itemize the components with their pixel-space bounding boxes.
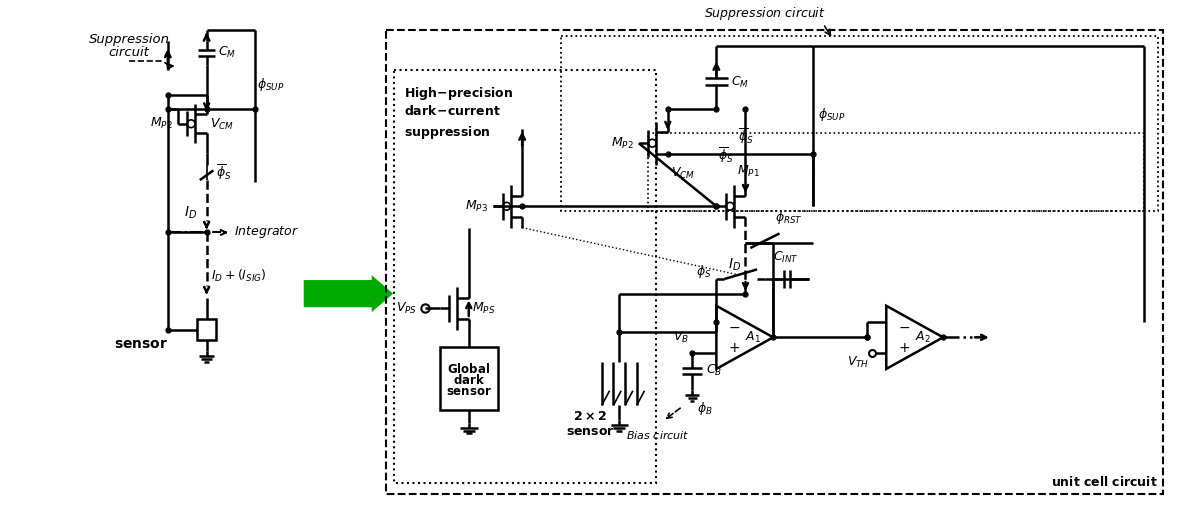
Bar	[387, 30, 1163, 494]
Text: $M_{P2}$: $M_{P2}$	[150, 116, 173, 131]
Text: $\mathbf{suppression}$: $\mathbf{suppression}$	[403, 124, 490, 141]
Text: $-$: $-$	[898, 319, 910, 334]
Text: $\mathbf{unit\ cell\ circuit}$: $\mathbf{unit\ cell\ circuit}$	[1052, 475, 1158, 489]
Text: $\phi_{RST}$: $\phi_{RST}$	[775, 208, 802, 226]
Text: $V_B$: $V_B$	[674, 330, 689, 345]
Text: $Integrator$: $Integrator$	[233, 224, 299, 241]
Text: $+$: $+$	[728, 341, 740, 355]
Bar	[560, 36, 1158, 211]
Text: $I_D$: $I_D$	[183, 205, 196, 221]
Bar	[394, 71, 656, 483]
Text: $\phi_B$: $\phi_B$	[697, 400, 713, 417]
Bar	[196, 319, 217, 340]
Text: $+$: $+$	[898, 341, 910, 355]
Text: $\phi_S$: $\phi_S$	[696, 263, 712, 280]
Text: $\mathbf{2\times 2}$: $\mathbf{2\times 2}$	[574, 410, 607, 423]
Text: $I_D+(I_{SIG})$: $I_D+(I_{SIG})$	[211, 268, 267, 284]
Text: $I_D$: $I_D$	[727, 257, 740, 273]
Text: $\phi_{SUP}$: $\phi_{SUP}$	[819, 106, 846, 123]
Text: $A_1$: $A_1$	[745, 330, 760, 345]
Text: $\mathbf{sensor}$: $\mathbf{sensor}$	[114, 337, 169, 351]
Text: $M_{PS}$: $M_{PS}$	[471, 300, 495, 316]
Text: $\mathbf{High\!-\!precision}$: $\mathbf{High\!-\!precision}$	[403, 85, 513, 102]
Text: $C_M$: $C_M$	[731, 75, 749, 89]
Text: $\overline{\phi}_S$: $\overline{\phi}_S$	[738, 127, 753, 146]
Text: $-$: $-$	[728, 319, 740, 334]
Text: $\overline{\phi}_S$: $\overline{\phi}_S$	[217, 162, 232, 182]
Text: $\mathbf{dark\!-\!current}$: $\mathbf{dark\!-\!current}$	[403, 104, 501, 119]
Bar	[439, 347, 497, 410]
Text: $\mathbf{Global}$: $\mathbf{Global}$	[447, 362, 490, 376]
Text: $M_{P1}$: $M_{P1}$	[737, 164, 759, 179]
Text: $Bias\ circuit$: $Bias\ circuit$	[626, 429, 690, 441]
Text: $V_{CM}$: $V_{CM}$	[671, 166, 695, 180]
Text: $\phi_{SUP}$: $\phi_{SUP}$	[257, 77, 284, 94]
Text: Suppression: Suppression	[88, 33, 169, 47]
Text: $\mathbf{dark}$: $\mathbf{dark}$	[452, 373, 484, 387]
Text: $Suppression\ circuit$: $Suppression\ circuit$	[704, 5, 826, 22]
Text: $A_2$: $A_2$	[915, 330, 931, 345]
Text: $\mathbf{sensor}$: $\mathbf{sensor}$	[565, 425, 614, 438]
Text: $M_{P2}$: $M_{P2}$	[612, 135, 634, 151]
Text: $\overline{\phi}_S$: $\overline{\phi}_S$	[719, 145, 734, 165]
Text: $V_{CM}$: $V_{CM}$	[209, 117, 233, 132]
Text: $C_M$: $C_M$	[218, 45, 237, 60]
Text: $C_{INT}$: $C_{INT}$	[774, 250, 800, 266]
Text: circuit: circuit	[108, 46, 150, 59]
Bar	[649, 133, 1144, 211]
Text: $V_{PS}$: $V_{PS}$	[396, 300, 418, 316]
Text: $M_{P3}$: $M_{P3}$	[465, 199, 488, 214]
FancyArrow shape	[303, 275, 393, 312]
Text: $\mathbf{sensor}$: $\mathbf{sensor}$	[446, 385, 491, 398]
Text: $V_{TH}$: $V_{TH}$	[846, 355, 869, 370]
Text: $C_B$: $C_B$	[706, 363, 722, 378]
